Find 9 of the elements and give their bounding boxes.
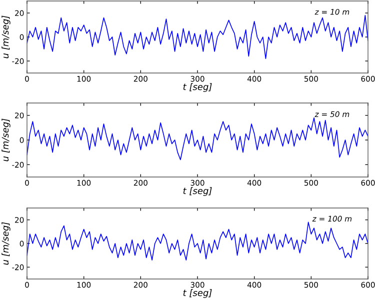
- x-axis-title: t [seg]: [183, 289, 212, 298]
- y-axis-title: u [m/seg]: [2, 16, 10, 58]
- y-axis-title: u [m/seg]: [2, 222, 10, 265]
- line-series: [27, 117, 368, 160]
- x-axis-title: t [seg]: [183, 187, 212, 196]
- x-axis-title: t [seg]: [183, 83, 212, 92]
- y-axis-title: u [m/seg]: [2, 118, 10, 162]
- line-series: [27, 14, 368, 60]
- line-series: [27, 222, 368, 260]
